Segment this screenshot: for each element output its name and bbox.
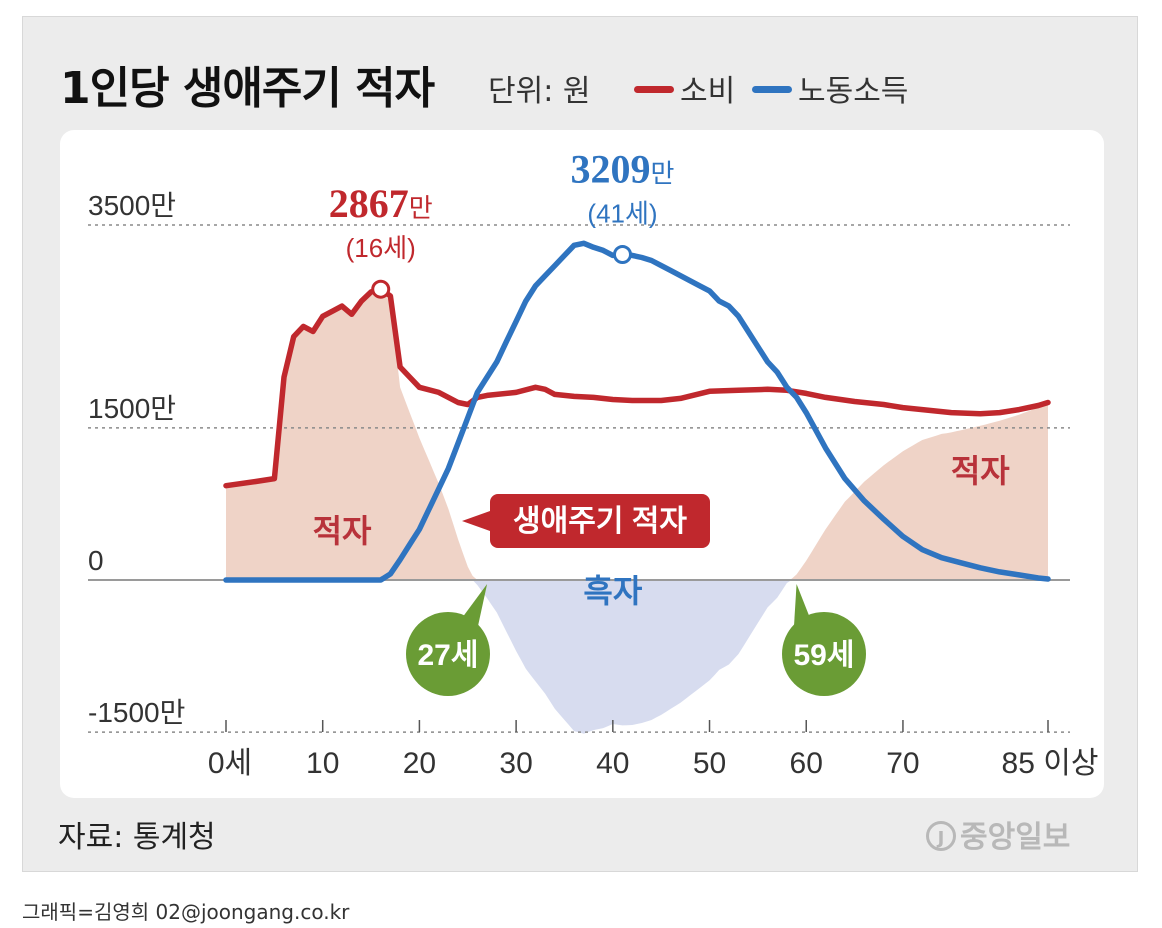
labor-peak-value-label: 3209만: [571, 147, 675, 192]
y-tick-label: 1500만: [88, 393, 176, 424]
consumption-line: [223, 286, 1051, 489]
labor-income-line: [223, 240, 1051, 583]
region-label: 흑자: [583, 573, 642, 609]
x-tick-label: 50: [693, 747, 726, 780]
chart-title: 1인당 생애주기 적자: [60, 63, 435, 114]
x-tick-label: 10: [306, 747, 339, 780]
legend-label-consumption: 소비: [680, 74, 736, 109]
region-label: 적자: [951, 453, 1010, 489]
labor-peak-marker: [612, 245, 632, 265]
callout-label: 생애주기 적자: [513, 505, 687, 538]
unit-label: 단위: 원: [488, 74, 591, 109]
y-tick-label: 0: [88, 545, 104, 576]
legend-item-labor: 노동소득: [752, 66, 908, 110]
legend-swatch-consumption: [634, 86, 674, 93]
callout-box: [490, 494, 710, 548]
x-tick-label: 60: [790, 747, 823, 780]
source-note: 자료: 통계청: [58, 820, 216, 855]
callout-pointer: [462, 511, 490, 531]
x-tick-label: 70: [886, 747, 919, 780]
logo-text: 중앙일보: [960, 820, 1071, 855]
y-tick-label: 3500만: [88, 190, 176, 221]
crossing-pointer: [794, 584, 810, 626]
graphic-credit: 그래픽=김영희 02@joongang.co.kr: [22, 900, 350, 924]
x-tick-label: 20: [403, 747, 436, 780]
legend-label-labor: 노동소득: [798, 74, 909, 109]
region-label: 적자: [313, 513, 372, 549]
surplus-area: [226, 580, 1048, 734]
crossing-bubble: [782, 612, 866, 696]
consumption-peak-value-label: 2867만: [329, 181, 433, 226]
consumption-peak-marker: [371, 279, 391, 299]
crossing-label: 59세: [794, 639, 855, 672]
consumption-peak-age-label: (16세): [346, 233, 416, 263]
legend-swatch-labor: [752, 86, 792, 93]
x-tick-label: 0세: [208, 747, 252, 780]
labor-peak-age-label: (41세): [587, 199, 657, 229]
logo-mark-icon: J: [926, 820, 956, 851]
crossing-bubble: [406, 612, 490, 696]
crossing-pointer: [462, 584, 488, 626]
legend-item-consumption: 소비: [634, 66, 735, 110]
crossing-label: 27세: [418, 639, 479, 672]
x-tick-label: 85 이상: [1002, 747, 1099, 780]
x-tick-label: 30: [499, 747, 532, 780]
y-tick-label: -1500만: [88, 697, 185, 728]
joongang-logo: J 중앙일보: [926, 812, 1070, 856]
x-tick-label: 40: [596, 747, 629, 780]
